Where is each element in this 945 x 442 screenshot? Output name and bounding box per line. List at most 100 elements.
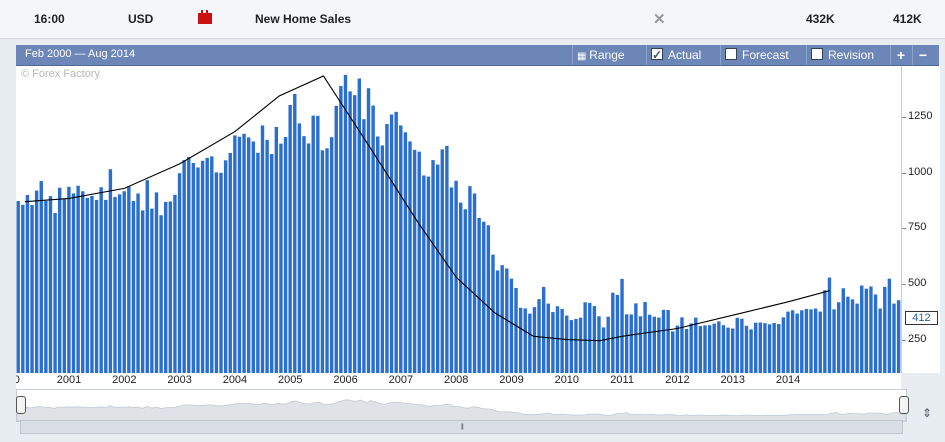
bar[interactable] — [721, 325, 726, 373]
bar[interactable] — [463, 209, 468, 373]
forecast-toggle[interactable]: Forecast — [720, 45, 805, 65]
bar[interactable] — [76, 185, 80, 373]
bar[interactable] — [127, 186, 131, 373]
bar[interactable] — [44, 200, 48, 373]
bar[interactable] — [399, 125, 403, 373]
bar[interactable] — [348, 91, 352, 373]
bar[interactable] — [150, 208, 154, 373]
bar[interactable] — [509, 278, 514, 373]
bar[interactable] — [417, 151, 421, 373]
bar[interactable] — [560, 308, 564, 373]
bar[interactable] — [629, 314, 633, 373]
bar[interactable] — [270, 154, 274, 373]
bar[interactable] — [154, 192, 159, 373]
bar[interactable] — [394, 111, 398, 373]
bar[interactable] — [726, 327, 730, 373]
horizontal-scrollbar[interactable]: ||| — [20, 420, 903, 434]
bar[interactable] — [873, 294, 878, 373]
bar[interactable] — [661, 309, 666, 373]
bar[interactable] — [219, 172, 223, 373]
bar[interactable] — [122, 191, 126, 373]
bar[interactable] — [518, 307, 523, 373]
bar[interactable] — [864, 288, 869, 373]
bar[interactable] — [376, 136, 380, 373]
bar[interactable] — [306, 143, 311, 373]
bar[interactable] — [200, 160, 205, 373]
bar[interactable] — [569, 320, 574, 373]
bar[interactable] — [495, 270, 500, 373]
bar[interactable] — [99, 187, 103, 373]
bar[interactable] — [173, 194, 177, 373]
bar[interactable] — [422, 175, 426, 373]
bar[interactable] — [210, 156, 214, 373]
bar[interactable] — [81, 191, 85, 373]
bar[interactable] — [16, 201, 20, 373]
bar[interactable] — [334, 105, 338, 373]
bar[interactable] — [786, 311, 790, 373]
bar[interactable] — [67, 186, 71, 373]
zoom-out-button[interactable]: − — [912, 45, 933, 65]
bar[interactable] — [620, 278, 624, 373]
bar[interactable] — [671, 331, 675, 373]
bar[interactable] — [449, 187, 454, 373]
bar[interactable] — [279, 143, 283, 373]
bar[interactable] — [223, 160, 228, 373]
bar[interactable] — [634, 303, 638, 373]
bar[interactable] — [601, 327, 606, 373]
bar[interactable] — [30, 205, 34, 373]
bar[interactable] — [131, 201, 136, 373]
bar[interactable] — [486, 225, 491, 373]
bar[interactable] — [187, 156, 191, 373]
bar[interactable] — [435, 164, 440, 373]
bar[interactable] — [477, 217, 481, 373]
bar[interactable] — [763, 323, 767, 373]
bar[interactable] — [371, 105, 375, 373]
bar[interactable] — [818, 311, 822, 373]
revision-toggle[interactable]: Revision — [806, 45, 893, 65]
bar[interactable] — [53, 213, 57, 373]
bar[interactable] — [233, 135, 237, 373]
bar[interactable] — [159, 215, 163, 373]
bar[interactable] — [491, 254, 495, 373]
bar[interactable] — [578, 317, 583, 373]
bar[interactable] — [647, 314, 652, 373]
bar[interactable] — [592, 306, 597, 373]
bar[interactable] — [302, 136, 306, 373]
bar[interactable] — [408, 141, 412, 373]
bar[interactable] — [551, 312, 555, 373]
event-row[interactable]: 16:00 USD New Home Sales ✕ 432K 412K — [0, 0, 945, 39]
bar[interactable] — [168, 201, 173, 373]
bar[interactable] — [34, 190, 39, 373]
bar[interactable] — [237, 136, 242, 373]
bar[interactable] — [71, 193, 76, 373]
bar[interactable] — [717, 321, 721, 373]
zoom-in-button[interactable]: + — [890, 45, 911, 65]
bar[interactable] — [850, 299, 855, 373]
bar[interactable] — [657, 317, 661, 373]
bar[interactable] — [680, 317, 684, 373]
bar[interactable] — [426, 176, 431, 373]
bar[interactable] — [800, 310, 804, 373]
bar[interactable] — [357, 78, 361, 373]
bar[interactable] — [615, 294, 620, 373]
bar[interactable] — [21, 204, 25, 373]
bar[interactable] — [537, 299, 541, 373]
bar[interactable] — [445, 145, 449, 373]
bar[interactable] — [675, 325, 680, 373]
bar[interactable] — [329, 137, 334, 373]
navigator[interactable] — [16, 389, 907, 422]
bar[interactable] — [412, 149, 417, 373]
bar[interactable] — [117, 194, 122, 373]
bar[interactable] — [896, 300, 901, 373]
bar[interactable] — [855, 303, 859, 373]
bar[interactable] — [251, 141, 255, 373]
bar[interactable] — [136, 193, 140, 373]
bar[interactable] — [832, 309, 836, 373]
bar[interactable] — [611, 292, 615, 373]
forecast-checkbox[interactable] — [725, 48, 737, 60]
bar[interactable] — [624, 314, 629, 373]
bar[interactable] — [744, 325, 749, 373]
event-title[interactable]: New Home Sales — [255, 12, 352, 26]
bar[interactable] — [311, 115, 315, 373]
bar[interactable] — [191, 162, 196, 373]
